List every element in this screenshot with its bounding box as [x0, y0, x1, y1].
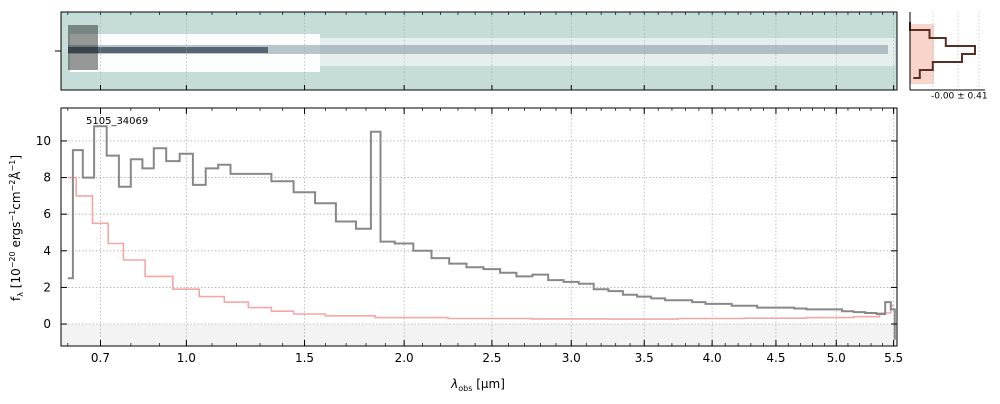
profile-grid [932, 12, 980, 90]
x-tick-label: 3.5 [635, 351, 654, 365]
y-tick-label: 0 [43, 317, 51, 331]
x-tick-label: 4.5 [766, 351, 785, 365]
trace-edge-noise [68, 25, 98, 70]
y-tick-label: 10 [36, 134, 51, 148]
spectrum-2d-trace [68, 25, 895, 72]
y-ticks: 0 2 4 6 8 10 [36, 134, 897, 331]
y-tick-label: 6 [43, 207, 51, 221]
series-line [67, 125, 896, 340]
y-tick-label: 2 [43, 280, 51, 294]
trace-core [68, 45, 888, 54]
x-tick-label: 3.0 [562, 351, 581, 365]
spectrum-1d-panel: 0.7 1.0 1.5 2.0 2.5 3.0 3.5 4.0 4.5 5.0 5.5 0 2 4 6 8 1… [8, 107, 903, 393]
y-tick-label: 8 [43, 171, 51, 185]
profile-panel: -0.00 ± 0.41 [909, 12, 988, 102]
y-axis-label: fλ [10−20 ergs−1cm−2Å−1] [8, 155, 25, 301]
spectrum-2d-panel [55, 11, 898, 91]
spectrum-2d-ticks [55, 12, 895, 90]
x-tick-label: 2.5 [482, 351, 501, 365]
x-tick-label: 0.7 [91, 351, 110, 365]
profile-line [909, 22, 976, 79]
object-label: 5105_34069 [86, 116, 148, 127]
grid-lines [61, 108, 897, 346]
profile-annotation: -0.00 ± 0.41 [931, 92, 988, 102]
x-ticks: 0.7 1.0 1.5 2.0 2.5 3.0 3.5 4.0 4.5 5.0 5.5 [67, 108, 903, 365]
series-group [67, 125, 896, 340]
x-tick-label: 4.0 [703, 351, 722, 365]
x-tick-label: 5.0 [827, 351, 846, 365]
series-line [67, 176, 894, 320]
y-tick-label: 4 [43, 244, 51, 258]
x-tick-label: 2.0 [395, 351, 414, 365]
x-tick-label: 1.5 [295, 351, 314, 365]
x-tick-label: 1.0 [177, 351, 196, 365]
x-axis-label: λobs [μm] [450, 377, 505, 393]
zero-band [61, 324, 897, 346]
trace-core-dark [68, 47, 268, 53]
x-tick-label: 5.5 [884, 351, 903, 365]
plot-frame [60, 107, 898, 347]
